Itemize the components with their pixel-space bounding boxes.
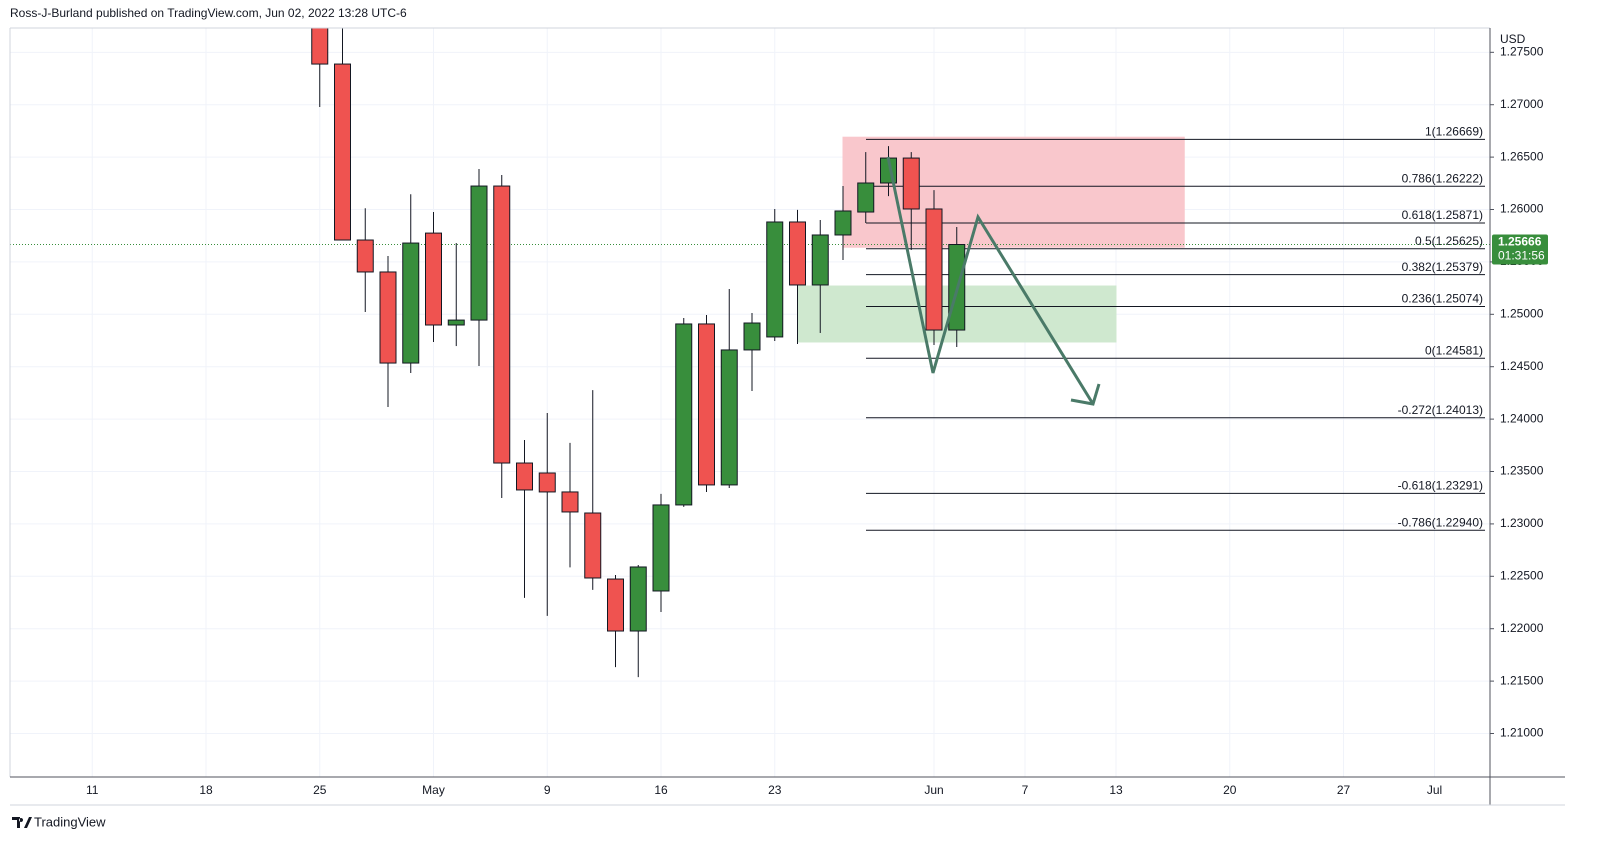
y-tick-label: 1.21500 [1500, 673, 1544, 687]
x-tick-label: 23 [768, 783, 782, 797]
y-tick-label: 1.27000 [1500, 97, 1544, 111]
x-tick-label: 11 [86, 783, 99, 797]
logo [12, 817, 32, 828]
candle-body [538, 472, 556, 493]
candle-body [402, 242, 420, 364]
candle-body [311, 28, 329, 65]
candle-body [743, 322, 761, 351]
fib-label: 0.382(1.25379) [1402, 260, 1483, 274]
candle-body [607, 578, 624, 632]
candle-body [629, 566, 647, 632]
projection-arrow [886, 156, 1095, 405]
y-tick-label: 1.26500 [1500, 149, 1544, 163]
chart-title: Ross-J-Burland published on TradingView.… [10, 6, 407, 20]
zone [842, 136, 1185, 248]
arrow-head [1070, 383, 1101, 406]
fibonacci: 1(1.26669) 0.786(1.26222) 0.618(1.25871) 0.… [866, 125, 1485, 531]
x-tick-label: May [422, 783, 445, 797]
candle-body [720, 349, 738, 486]
x-tick-label: Jun [924, 783, 943, 797]
x-tick-label: 7 [1022, 783, 1029, 797]
y-tick-label: 1.21000 [1500, 726, 1544, 740]
y-tick-label: 1.22500 [1500, 568, 1544, 582]
y-tick-label: 1.23500 [1500, 464, 1544, 478]
candle-body [516, 462, 533, 491]
candle-body [925, 208, 943, 331]
fib-label: 0.5(1.25625) [1415, 234, 1483, 248]
y-tick-label: 1.25000 [1500, 306, 1544, 320]
y-tick-label: 1.24500 [1500, 359, 1544, 373]
y-tick-label: 1.26000 [1500, 202, 1544, 216]
candle-body [675, 323, 693, 506]
candle-body [902, 157, 920, 210]
candle-body [584, 512, 602, 579]
y-tick-label: 1.23000 [1500, 516, 1544, 530]
candle-body [857, 182, 875, 213]
fib-label: 0(1.24581) [1425, 343, 1483, 357]
fib-label: 0.618(1.25871) [1402, 208, 1483, 222]
currency: USD [1500, 32, 1526, 46]
x-tick-label: 20 [1223, 783, 1237, 797]
y-tick-label: 1.27500 [1500, 44, 1544, 58]
footer-brand: TradingView [34, 814, 106, 829]
fib-label: -0.618(1.23291) [1398, 479, 1483, 493]
x-tick-label: 18 [199, 783, 213, 797]
candle-body [493, 185, 511, 464]
countdown-label: 01:31:56 [1498, 249, 1545, 263]
fib-label: -0.786(1.22940) [1398, 515, 1483, 529]
logo-icon [12, 817, 32, 828]
candle-body [425, 232, 442, 326]
candle-body [766, 221, 784, 338]
x-tick-label: 27 [1337, 783, 1351, 797]
x-tick-label: 9 [544, 783, 551, 797]
fib-label: -0.272(1.24013) [1398, 403, 1483, 417]
fib-label: 0.236(1.25074) [1402, 292, 1483, 306]
x-tick-label: Jul [1427, 783, 1442, 797]
grid [10, 28, 1490, 777]
candle-body [561, 491, 579, 513]
candle-body [834, 210, 852, 236]
axes: 1.275001.270001.265001.260001.255001.250… [86, 44, 1548, 797]
candle-body [789, 221, 806, 286]
x-tick-label: 16 [654, 783, 668, 797]
plot [10, 28, 1490, 678]
candle-body [334, 63, 351, 241]
candle-body [652, 504, 670, 592]
x-tick-label: 13 [1109, 783, 1123, 797]
fib-label: 0.786(1.26222) [1402, 171, 1483, 185]
x-tick-label: 25 [313, 783, 327, 797]
candle-body [356, 239, 374, 273]
candle-body [470, 185, 488, 321]
fib-label: 1(1.26669) [1425, 125, 1483, 139]
last-price-box [1492, 234, 1548, 265]
candle-body [811, 234, 829, 286]
candle-body [447, 319, 465, 326]
y-tick-label: 1.24000 [1500, 411, 1544, 425]
y-tick-label: 1.22000 [1500, 621, 1544, 635]
last-price-label: 1.25666 [1498, 235, 1542, 249]
candle-body [698, 323, 715, 486]
candle-body [379, 271, 397, 364]
